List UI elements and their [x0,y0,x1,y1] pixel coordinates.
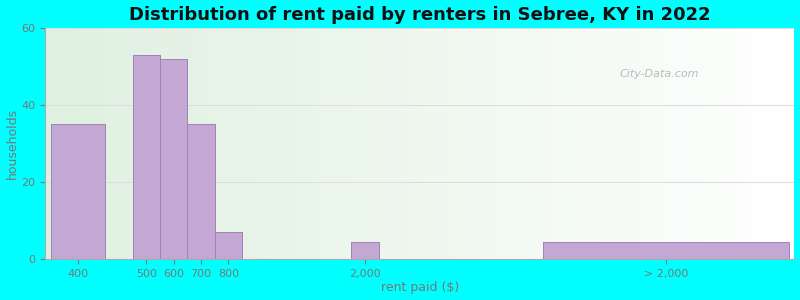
Bar [330,28,345,259]
Bar [187,124,214,259]
Bar [494,28,510,259]
Bar [510,28,525,259]
Bar [133,55,160,259]
X-axis label: rent paid ($): rent paid ($) [381,281,459,294]
Bar [210,28,225,259]
Bar [434,28,450,259]
Bar [543,242,789,259]
Bar [614,28,630,259]
Bar [270,28,285,259]
Bar [750,28,765,259]
Bar [214,232,242,259]
Title: Distribution of rent paid by renters in Sebree, KY in 2022: Distribution of rent paid by renters in … [129,6,710,24]
Bar [690,28,705,259]
Bar [480,28,494,259]
Bar [187,124,214,259]
Bar [375,28,390,259]
Bar [240,28,255,259]
Bar [345,28,360,259]
Bar [543,242,789,259]
Bar [765,28,779,259]
Bar [351,242,378,259]
Bar [540,28,554,259]
Bar [75,28,90,259]
Bar [214,232,242,259]
Bar [659,28,674,259]
Bar [630,28,645,259]
Bar [734,28,750,259]
Bar [390,28,405,259]
Bar [225,28,240,259]
Bar [133,55,160,259]
Bar [285,28,300,259]
Bar [420,28,434,259]
Bar [405,28,420,259]
Bar [570,28,585,259]
Bar [150,28,165,259]
Bar [525,28,540,259]
Bar [50,124,106,259]
Bar [160,59,187,259]
Bar [50,124,106,259]
Bar [45,28,60,259]
Bar [195,28,210,259]
Bar [465,28,480,259]
Bar [105,28,120,259]
Bar [160,59,187,259]
Bar [674,28,690,259]
Text: City-Data.com: City-Data.com [620,69,699,79]
Bar [360,28,375,259]
Bar [180,28,195,259]
Bar [450,28,465,259]
Bar [120,28,135,259]
Bar [90,28,105,259]
Bar [255,28,270,259]
Bar [300,28,315,259]
Bar [351,242,378,259]
Bar [315,28,330,259]
Bar [60,28,75,259]
Bar [719,28,734,259]
Bar [554,28,570,259]
Bar [135,28,150,259]
Y-axis label: households: households [6,108,18,179]
Bar [600,28,614,259]
Bar [705,28,719,259]
Bar [779,28,794,259]
Bar [585,28,600,259]
Bar [165,28,180,259]
Bar [645,28,659,259]
